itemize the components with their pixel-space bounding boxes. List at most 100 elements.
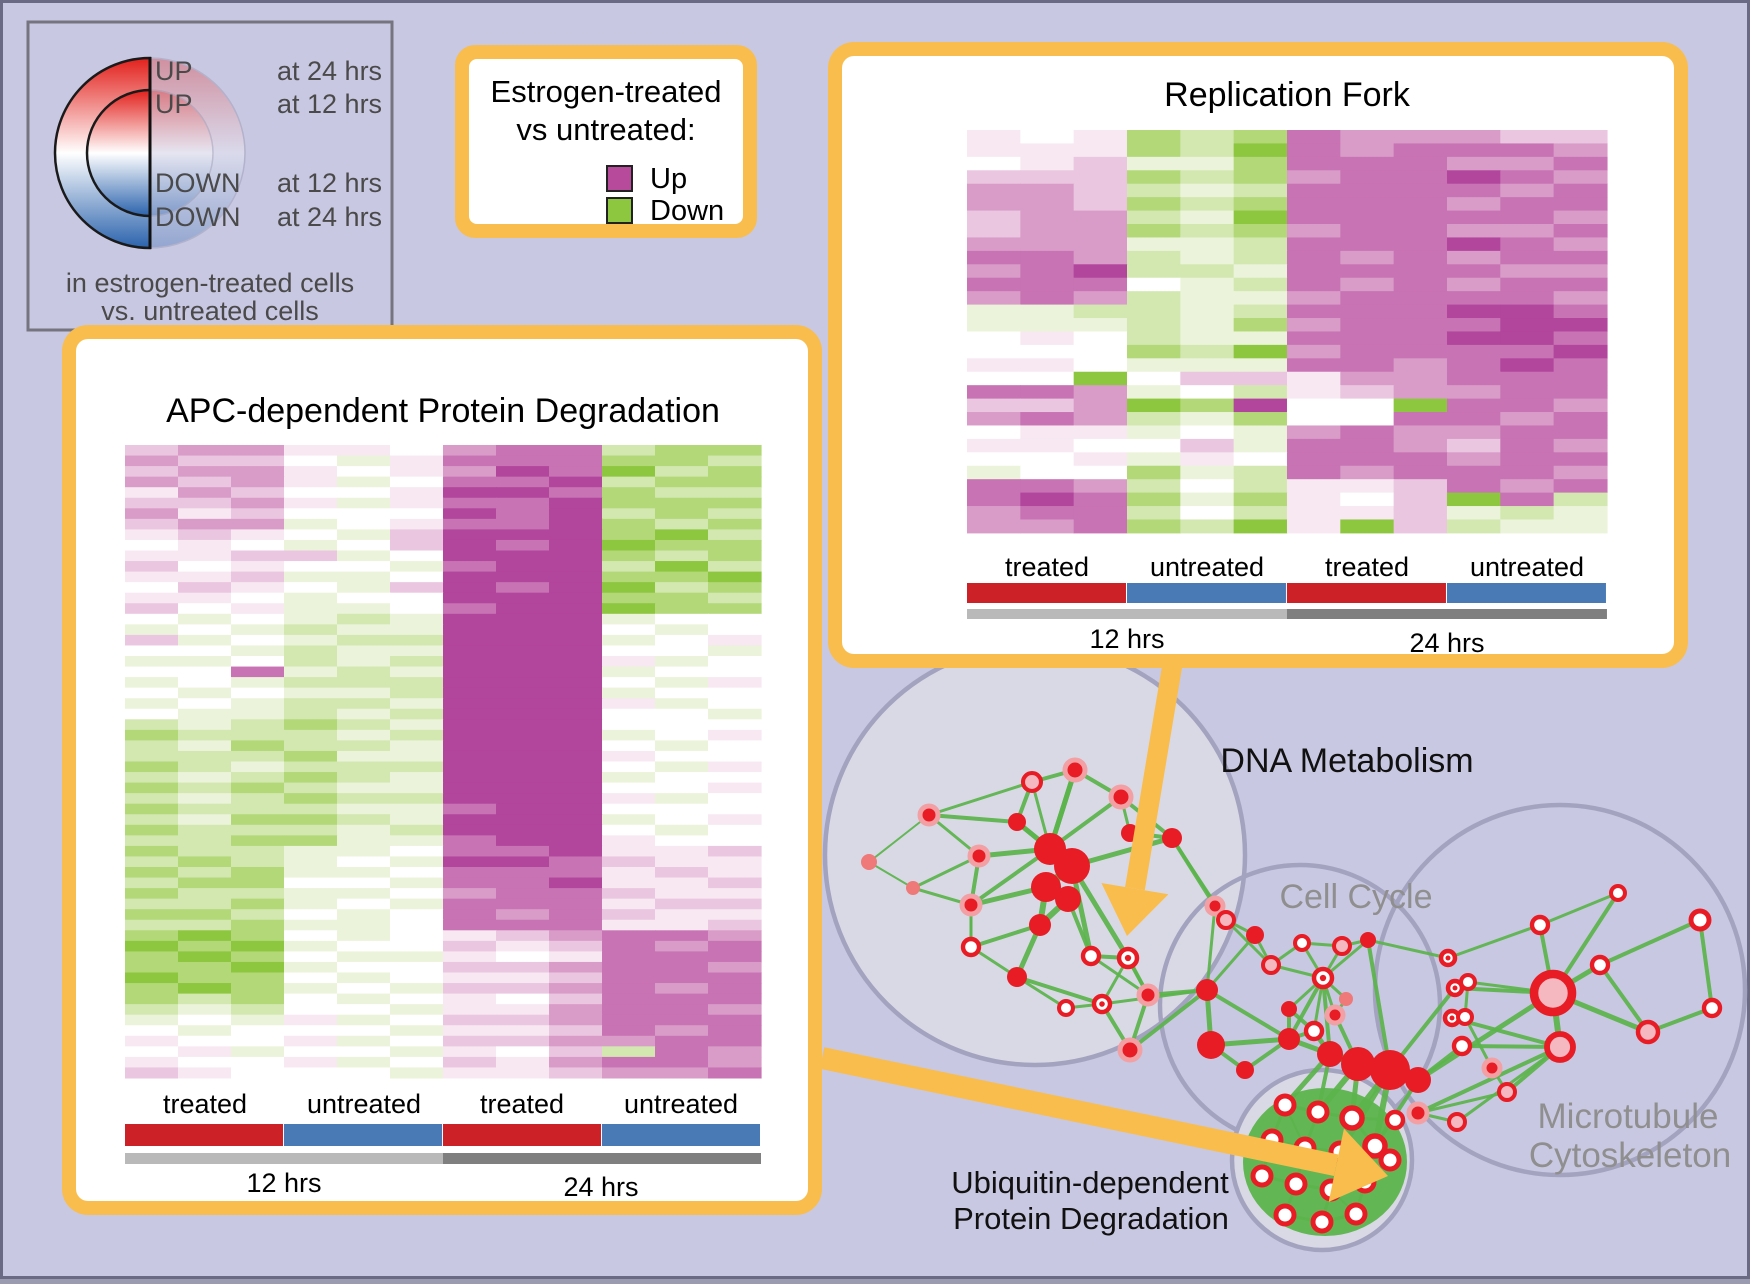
heatmap-cell	[178, 867, 232, 879]
gene-node-ring	[1284, 1172, 1308, 1196]
heatmap-cell	[231, 487, 285, 499]
heatmap-cell	[655, 666, 709, 678]
updown-legend-title-line2: vs untreated:	[516, 112, 695, 147]
heatmap-cell	[496, 708, 550, 720]
heatmap-cell	[337, 582, 391, 594]
heatmap-cell	[125, 740, 179, 752]
heatmap-cell	[178, 445, 232, 457]
heatmap-cell	[231, 698, 285, 710]
heatmap-cell	[1553, 479, 1608, 494]
heatmap-cell	[284, 761, 338, 773]
heatmap-cell	[602, 845, 656, 857]
heatmap-cell	[655, 445, 709, 457]
heatmap-cell	[655, 624, 709, 636]
legend-down-12-dir: DOWN	[155, 168, 240, 198]
heatmap-cell	[1393, 130, 1448, 144]
heatmap-cell	[708, 719, 762, 731]
heatmap-cell	[1500, 412, 1555, 426]
heatmap-cell	[1233, 210, 1288, 225]
rf-group-label-1: treated	[1005, 552, 1089, 582]
heatmap-cell	[1073, 210, 1128, 225]
heatmap-cell	[967, 465, 1021, 480]
heatmap-cell	[125, 708, 179, 720]
heatmap-cell	[337, 1035, 391, 1047]
heatmap-cell	[1340, 143, 1395, 158]
heatmap-cell	[602, 972, 656, 984]
gene-node-center-dot	[1099, 1001, 1105, 1007]
heatmap-cell	[284, 793, 338, 805]
heatmap-cell	[390, 972, 444, 984]
heatmap-cell	[602, 613, 656, 625]
heatmap-cell	[602, 656, 656, 668]
heatmap-cell	[231, 867, 285, 879]
gene-node-ring	[1378, 1148, 1402, 1172]
heatmap-cell	[178, 677, 232, 689]
heatmap-cell	[1233, 452, 1288, 467]
heatmap-cell	[1073, 465, 1128, 480]
heatmap-cell	[1286, 385, 1341, 400]
heatmap-cell	[1393, 358, 1448, 373]
heatmap-cell	[231, 845, 285, 857]
gene-node-pale	[1339, 992, 1353, 1006]
heatmap-cell	[549, 919, 603, 931]
heatmap-cell	[390, 561, 444, 573]
heatmap-cell	[178, 698, 232, 710]
heatmap-cell	[231, 740, 285, 752]
heatmap-cell	[655, 508, 709, 520]
gene-node-solid	[1008, 813, 1026, 831]
heatmap-cell	[967, 425, 1021, 440]
heatmap-cell	[443, 656, 497, 668]
heatmap-cell	[602, 729, 656, 741]
heatmap-cell	[549, 656, 603, 668]
heatmap-cell	[496, 466, 550, 478]
heatmap-cell	[1180, 183, 1235, 198]
heatmap-cell	[655, 782, 709, 794]
heatmap-cell	[337, 877, 391, 889]
heatmap-cell	[655, 824, 709, 836]
heatmap-cell	[549, 613, 603, 625]
heatmap-cell	[390, 824, 444, 836]
heatmap-cell	[1393, 156, 1448, 171]
heatmap-cell	[1393, 291, 1448, 306]
heatmap-cell	[496, 1056, 550, 1068]
heatmap-cell	[1233, 237, 1288, 252]
arrow-replication-fork-to-dna-shaft	[1125, 653, 1184, 891]
heatmap-cell	[443, 993, 497, 1005]
heatmap-cell	[655, 1056, 709, 1068]
heatmap-cell	[1020, 358, 1075, 373]
heatmap-cell	[284, 476, 338, 488]
heatmap-cell	[1180, 519, 1235, 534]
heatmap-cell	[655, 582, 709, 594]
apc-group-label-1: treated	[163, 1089, 247, 1119]
gene-node-pink-ring	[1544, 1031, 1576, 1063]
heatmap-cell	[1073, 183, 1128, 198]
heatmap-cell	[125, 909, 179, 921]
heatmap-cell	[549, 445, 603, 457]
heatmap-cell	[602, 550, 656, 562]
heatmap-cell	[655, 1004, 709, 1016]
untreated-bar	[1126, 583, 1286, 603]
heatmap-cell	[1446, 250, 1501, 265]
heatmap-cell	[231, 951, 285, 963]
network-edge	[912, 854, 980, 890]
heatmap-cell	[1073, 479, 1128, 494]
heatmap-cell	[655, 708, 709, 720]
heatmap-cell	[1286, 237, 1341, 252]
heatmap-cell	[496, 782, 550, 794]
heatmap-cell	[443, 835, 497, 847]
heatmap-cell	[1020, 264, 1075, 279]
apc-panel: APC-dependent Protein Degradation treate…	[62, 325, 822, 1215]
heatmap-cell	[496, 1025, 550, 1037]
heatmap-cell	[1073, 506, 1128, 520]
legend-up-24-time: at 24 hrs	[277, 56, 382, 86]
gene-node-solid	[1031, 872, 1061, 902]
heatmap-cell	[178, 750, 232, 762]
heatmap-cell	[1180, 331, 1235, 346]
gene-node-solid	[1317, 1041, 1343, 1067]
heatmap-cell	[178, 529, 232, 541]
heatmap-cell	[708, 877, 762, 889]
heatmap-cell	[390, 1035, 444, 1047]
heatmap-cell	[125, 592, 179, 604]
heatmap-cell	[125, 951, 179, 963]
heatmap-cell	[231, 719, 285, 731]
